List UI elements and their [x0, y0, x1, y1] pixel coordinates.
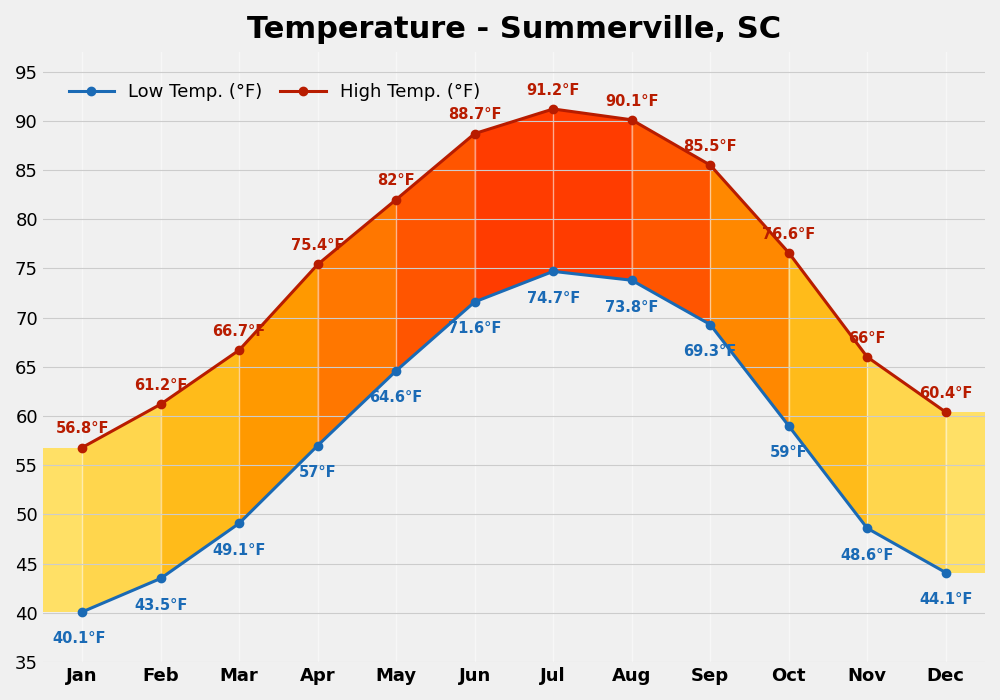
Text: 48.6°F: 48.6°F: [841, 547, 894, 563]
Text: 66°F: 66°F: [848, 331, 886, 346]
Polygon shape: [318, 199, 396, 446]
Text: 57°F: 57°F: [299, 465, 336, 480]
Text: 76.6°F: 76.6°F: [762, 227, 815, 242]
Polygon shape: [553, 109, 632, 280]
Text: 88.7°F: 88.7°F: [448, 108, 501, 122]
Polygon shape: [161, 350, 239, 578]
Text: 64.6°F: 64.6°F: [370, 390, 423, 405]
Text: 43.5°F: 43.5°F: [134, 598, 187, 613]
Text: 75.4°F: 75.4°F: [291, 239, 344, 253]
Text: 40.1°F: 40.1°F: [53, 631, 106, 646]
Polygon shape: [475, 109, 553, 302]
Text: 60.4°F: 60.4°F: [919, 386, 972, 401]
Polygon shape: [43, 447, 82, 612]
Text: 69.3°F: 69.3°F: [684, 344, 737, 359]
Text: 44.1°F: 44.1°F: [919, 592, 972, 607]
Title: Temperature - Summerville, SC: Temperature - Summerville, SC: [247, 15, 781, 44]
Text: 49.1°F: 49.1°F: [212, 542, 266, 558]
Polygon shape: [789, 253, 867, 528]
Text: 73.8°F: 73.8°F: [605, 300, 658, 315]
Text: 90.1°F: 90.1°F: [605, 94, 658, 108]
Text: 82°F: 82°F: [377, 174, 415, 188]
Polygon shape: [946, 412, 985, 573]
Text: 61.2°F: 61.2°F: [134, 378, 187, 393]
Polygon shape: [632, 120, 710, 325]
Text: 56.8°F: 56.8°F: [55, 421, 109, 437]
Text: 91.2°F: 91.2°F: [526, 83, 580, 98]
Text: 85.5°F: 85.5°F: [683, 139, 737, 154]
Polygon shape: [82, 405, 161, 612]
Polygon shape: [867, 357, 946, 573]
Polygon shape: [396, 134, 475, 371]
Text: 66.7°F: 66.7°F: [213, 324, 266, 339]
Polygon shape: [239, 265, 318, 524]
Text: 71.6°F: 71.6°F: [448, 321, 501, 336]
Legend: Low Temp. (°F), High Temp. (°F): Low Temp. (°F), High Temp. (°F): [61, 76, 487, 108]
Text: 59°F: 59°F: [770, 445, 808, 461]
Text: 74.7°F: 74.7°F: [527, 290, 580, 306]
Polygon shape: [710, 165, 789, 426]
